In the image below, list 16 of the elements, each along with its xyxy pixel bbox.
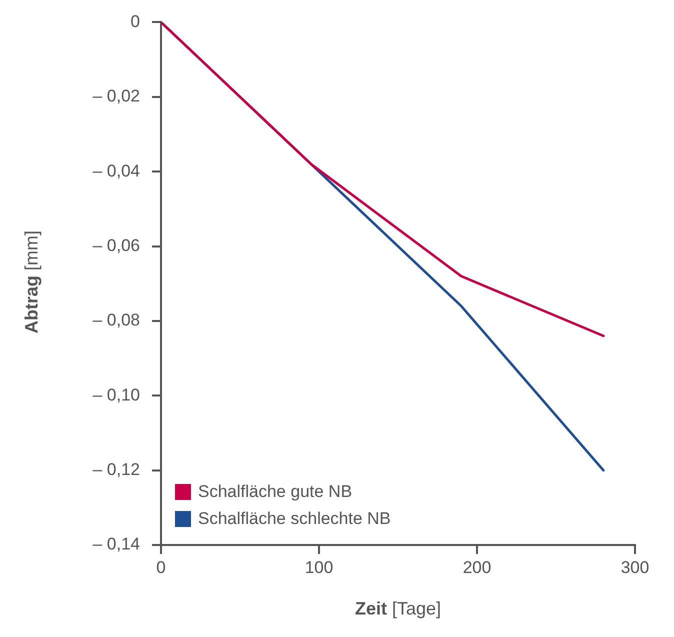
- y-tick-label: – 0,12: [92, 460, 140, 479]
- y-tick-label: – 0,02: [92, 86, 140, 106]
- y-axis-title: Abtrag [mm]: [22, 230, 42, 334]
- x-tick-label: 200: [462, 558, 492, 577]
- y-tick-label: – 0,14: [92, 534, 140, 554]
- y-tick-label: – 0,10: [92, 385, 140, 404]
- y-tick-label: – 0,06: [92, 236, 140, 255]
- y-tick-label: 0: [130, 12, 140, 31]
- y-tick-label: – 0,04: [92, 161, 140, 180]
- y-tick-label: – 0,08: [92, 310, 140, 330]
- legend-label: Schalfläche gute NB: [198, 482, 352, 502]
- x-axis-title: Zeit [Tage]: [354, 598, 442, 620]
- legend-label: Schalfläche schlechte NB: [198, 508, 391, 528]
- x-tick-label: 0: [156, 558, 166, 577]
- x-tick-label: 100: [304, 558, 334, 577]
- x-tick-label: 300: [620, 558, 650, 577]
